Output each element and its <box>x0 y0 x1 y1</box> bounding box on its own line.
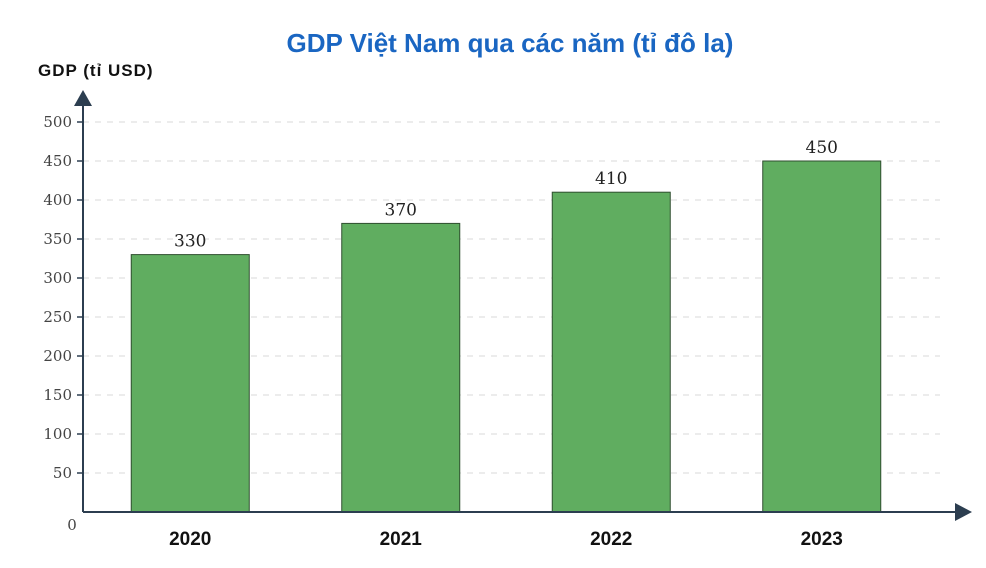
data-label: 410 <box>595 169 627 189</box>
data-label: 370 <box>385 200 417 220</box>
y-tick-labels: 0 50 100 150 200 250 300 350 400 450 500 <box>43 113 83 534</box>
bar <box>551 191 671 513</box>
bars <box>130 160 882 513</box>
data-label: 330 <box>174 232 206 252</box>
y-tick-label: 200 <box>43 347 72 365</box>
y-axis-arrow <box>74 90 92 106</box>
y-axis-label: GDP (tỉ USD) <box>38 61 154 80</box>
bar <box>762 160 882 513</box>
x-tick-label: 2023 <box>801 529 843 550</box>
y-tick-label: 100 <box>43 425 72 443</box>
bar <box>130 254 250 513</box>
x-tick-labels: 2020 2021 2022 2023 <box>169 529 843 550</box>
x-tick-label: 2020 <box>169 529 211 550</box>
y-tick-label: 500 <box>43 113 72 131</box>
data-labels: 330 370 410 450 <box>174 138 838 252</box>
y-tick-label: 450 <box>43 152 72 170</box>
y-tick-label: 300 <box>43 269 72 287</box>
y-tick-label: 150 <box>43 386 72 404</box>
data-label: 450 <box>806 138 838 158</box>
axes <box>74 90 972 521</box>
x-axis-arrow <box>955 503 972 521</box>
y-tick-label: 0 <box>67 516 77 534</box>
y-tick-label: 350 <box>43 230 72 248</box>
bar <box>341 222 461 513</box>
x-tick-label: 2022 <box>590 529 632 550</box>
y-tick-label: 250 <box>43 308 72 326</box>
chart-title: GDP Việt Nam qua các năm (tỉ đô la) <box>287 28 734 58</box>
y-tick-label: 400 <box>43 191 72 209</box>
x-tick-label: 2021 <box>380 529 423 550</box>
y-tick-label: 50 <box>53 464 72 482</box>
